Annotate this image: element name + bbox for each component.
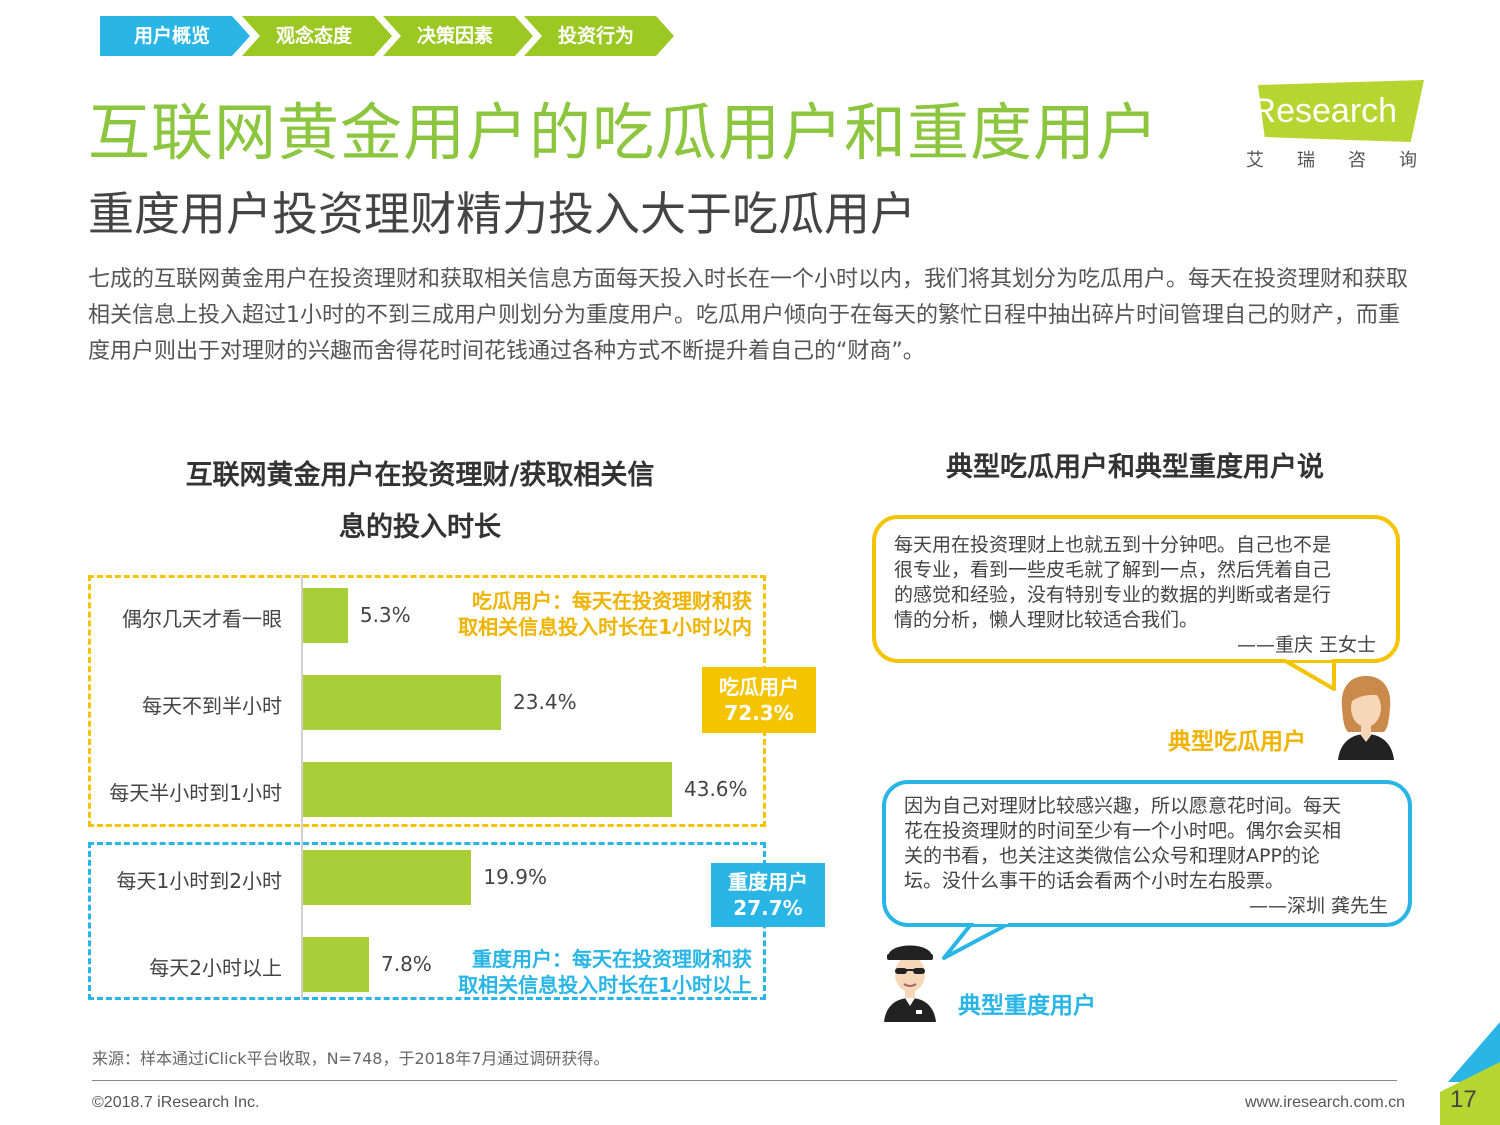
breadcrumb: 用户概览 观念态度 决策因素 投资行为	[100, 16, 700, 56]
heavy-quote-line: 因为自己对理财比较感兴趣，所以愿意花时间。每天	[904, 795, 1342, 817]
chart-title: 互联网黄金用户在投资理财/获取相关信 息的投入时长	[140, 450, 700, 554]
casual-note-line-1: 吃瓜用户：每天在投资理财和获	[472, 589, 752, 613]
breadcrumb-item-factors[interactable]: 决策因素	[383, 16, 533, 56]
casual-group-name: 吃瓜用户	[719, 675, 799, 699]
man-avatar-icon	[884, 945, 936, 1022]
heavy-group-share: 27.7%	[733, 896, 803, 920]
heavy-quote-line: 关的书看，也关注这类微信公众号和理财APP的论	[904, 845, 1320, 867]
heavy-group-tag: 重度用户 27.7%	[711, 863, 825, 927]
breadcrumb-item-overview[interactable]: 用户概览	[100, 16, 250, 56]
heavy-note-line-2: 取相关信息投入时长在1小时以上	[458, 973, 752, 997]
source-note: 来源：样本通过iClick平台收取，N=748，于2018年7月通过调研获得。	[92, 1049, 610, 1068]
casual-note-line-2: 取相关信息投入时长在1小时以内	[458, 615, 752, 639]
page-subtitle: 重度用户投资理财精力投入大于吃瓜用户	[88, 187, 916, 241]
category-label: 每天不到半小时	[142, 694, 282, 718]
data-label: 7.8%	[381, 952, 432, 976]
data-label: 19.9%	[483, 865, 547, 889]
bar	[303, 674, 502, 730]
casual-quote-signature: ——重庆 王女士	[1236, 634, 1376, 656]
heavy-quote-signature: ——深圳 龚先生	[1248, 895, 1388, 917]
bar	[303, 587, 348, 643]
copyright: ©2018.7 iResearch Inc.	[92, 1094, 260, 1111]
casual-quote-line: 情的分析，懒人理财比较适合我们。	[894, 609, 1199, 631]
bar	[303, 761, 672, 817]
casual-group-tag: 吃瓜用户 72.3%	[702, 667, 816, 733]
casual-quote-line: 每天用在投资理财上也就五到十分钟吧。自己也不是	[894, 534, 1332, 556]
bar	[303, 849, 472, 905]
casual-quote-line: 很专业，看到一些皮毛就了解到一点，然后凭着自己	[894, 559, 1332, 581]
corner-decoration	[1440, 1022, 1500, 1125]
logo-cn-name: 艾瑞咨询	[1246, 150, 1450, 171]
heavy-quote-line: 花在投资理财的时间至少有一个小时吧。偶尔会买相	[904, 820, 1342, 842]
data-label: 5.3%	[359, 603, 411, 627]
casual-group-share: 72.3%	[724, 701, 794, 725]
heavy-persona-label: 典型重度用户	[958, 993, 1096, 1019]
category-label: 每天1小时到2小时	[116, 869, 282, 893]
category-label: 每天半小时到1小时	[109, 781, 282, 805]
chart-title-line-1: 互联网黄金用户在投资理财/获取相关信	[185, 460, 655, 491]
category-label: 每天2小时以上	[149, 956, 282, 980]
data-label: 43.6%	[684, 777, 748, 801]
quotes-title: 典型吃瓜用户和典型重度用户说	[946, 452, 1324, 483]
heavy-group-name: 重度用户	[728, 870, 808, 894]
casual-group-note: 吃瓜用户：每天在投资理财和获 取相关信息投入时长在1小时以内	[420, 588, 752, 640]
page-number: 17	[1450, 1086, 1477, 1113]
logo-banner	[1258, 80, 1424, 142]
heavy-bubble-tail-cover	[974, 918, 1008, 924]
heavy-note-line-1: 重度用户：每天在投资理财和获	[472, 947, 752, 971]
logo-brand: iResearch	[1244, 92, 1398, 130]
intro-paragraph: 七成的互联网黄金用户在投资理财和获取相关信息方面每天投入时长在一个小时以内，我们…	[88, 267, 1409, 364]
page-title: 互联网黄金用户的吃瓜用户和重度用户	[88, 96, 1160, 169]
casual-quote-line: 的感觉和经验，没有特别专业的数据的判断或者是行	[894, 584, 1332, 606]
heavy-quote-line: 坛。没什么事干的话会看两个小时左右股票。	[904, 870, 1285, 892]
breadcrumb-item-behavior[interactable]: 投资行为	[524, 16, 674, 56]
casual-quote-bubble: 每天用在投资理财上也就五到十分钟吧。自己也不是 很专业，看到一些皮毛就了解到一点…	[872, 515, 1400, 663]
category-label: 偶尔几天才看一眼	[122, 607, 282, 631]
footer-divider	[92, 1080, 1397, 1081]
heavy-quote-bubble: 因为自己对理财比较感兴趣，所以愿意花时间。每天 花在投资理财的时间至少有一个小时…	[882, 780, 1412, 927]
website-link[interactable]: www.iresearch.com.cn	[1245, 1094, 1406, 1111]
iresearch-logo: iResearch 艾瑞咨询	[1240, 80, 1430, 171]
woman-avatar-icon	[1338, 676, 1394, 760]
breadcrumb-item-attitude[interactable]: 观念态度	[242, 16, 392, 56]
chart-title-line-2: 息的投入时长	[339, 512, 501, 543]
data-label: 23.4%	[513, 690, 577, 714]
chart-axis	[301, 575, 303, 1000]
casual-persona-label: 典型吃瓜用户	[1168, 729, 1306, 755]
heavy-group-note: 重度用户：每天在投资理财和获 取相关信息投入时长在1小时以上	[420, 946, 752, 998]
bar	[303, 936, 369, 992]
casual-bubble-tail-cover	[1286, 654, 1332, 660]
